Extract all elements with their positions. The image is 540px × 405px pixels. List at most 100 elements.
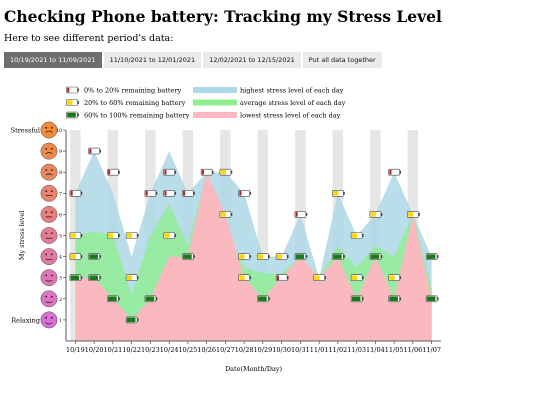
battery-fill	[426, 254, 436, 259]
legend-battery-mid	[66, 99, 79, 106]
sad-face-icon	[40, 163, 58, 181]
battery-marker-mid	[107, 232, 120, 239]
x-tick-label: 11/07	[422, 346, 441, 354]
tab-period-2[interactable]: 11/10/2021 to 12/01/2021	[103, 52, 202, 68]
y-tick-label: 8	[59, 170, 62, 176]
x-tick-label: 10/22	[122, 346, 141, 354]
neutral-face-icon	[40, 227, 58, 244]
x-tick-label: 10/21	[104, 346, 123, 354]
battery-marker-high	[125, 316, 139, 324]
battery-cap	[249, 191, 252, 195]
battery-marker-high	[425, 295, 439, 303]
tab-period-1[interactable]: 10/19/2021 to 11/09/2021	[4, 52, 102, 68]
battery-marker-low	[88, 147, 102, 155]
x-tick-label: 10/31	[291, 346, 310, 354]
y-tick-label: 3	[59, 276, 62, 282]
battery-fill	[89, 148, 92, 154]
battery-cap	[399, 170, 402, 174]
battery-cap	[99, 276, 102, 280]
slightly-happy-face-icon	[40, 269, 58, 287]
battery-fill	[70, 254, 76, 259]
battery-fill	[145, 296, 155, 302]
battery-marker-high	[257, 295, 270, 303]
battery-fill	[164, 233, 170, 238]
x-tick-label: 10/19	[66, 346, 85, 354]
battery-marker-mid	[219, 211, 233, 218]
lowest-stress-area	[75, 172, 432, 341]
x-tick-label: 11/04	[366, 346, 385, 354]
battery-marker-mid	[350, 232, 364, 239]
face-mouth	[45, 258, 53, 261]
y-tick-label: 5	[59, 234, 62, 240]
battery-fill	[67, 87, 70, 93]
battery-cap	[193, 191, 195, 195]
x-tick-label: 10/28	[235, 346, 254, 354]
battery-fill	[220, 212, 226, 217]
face-circle	[40, 227, 58, 244]
face-eye	[50, 126, 53, 129]
battery-fill	[67, 100, 73, 105]
battery-fill	[333, 191, 339, 196]
face-eye	[50, 211, 53, 214]
battery-marker-high	[388, 295, 402, 303]
y-tick-label: 9	[59, 149, 62, 155]
battery-marker-mid	[238, 253, 252, 260]
battery-marker-high	[69, 274, 83, 282]
battery-cap	[343, 191, 345, 195]
tab-period-3[interactable]: 12/02/2021 to 12/15/2021	[203, 52, 301, 68]
battery-marker-low	[388, 168, 402, 176]
battery-fill	[408, 212, 414, 217]
battery-marker-mid	[238, 274, 252, 282]
period-selector-caption: Here to see different period's data:	[4, 33, 174, 44]
battery-cap	[174, 191, 177, 195]
battery-fill	[108, 233, 114, 238]
battery-cap	[77, 113, 79, 117]
battery-cap	[287, 255, 289, 259]
battery-fill	[351, 296, 361, 302]
battery-fill	[183, 254, 192, 259]
face-circle	[40, 142, 58, 160]
y-axis-label: My stress level	[18, 211, 26, 261]
x-tick-label: 11/01	[310, 346, 329, 354]
face-circle	[40, 269, 58, 287]
battery-marker-high	[88, 274, 102, 282]
battery-marker-mid	[163, 232, 177, 239]
x-axis-label: Date(Month/Day)	[225, 365, 283, 373]
day-stripe	[257, 130, 269, 341]
battery-cap	[437, 255, 439, 259]
y-tick-label: 2	[59, 297, 62, 303]
tab-all-data[interactable]: Put all data together	[302, 52, 382, 68]
battery-fill	[220, 169, 226, 175]
face-circle	[40, 290, 58, 308]
face-circle	[40, 163, 58, 181]
battery-fill	[164, 169, 167, 175]
face-mouth	[45, 279, 53, 282]
slightly-sad-face-icon	[40, 184, 58, 202]
face-eye	[50, 232, 53, 235]
battery-cap	[324, 276, 327, 280]
face-circle	[40, 184, 58, 202]
battery-marker-low	[238, 190, 252, 197]
battery-marker-mid	[125, 274, 139, 282]
battery-cap	[99, 255, 102, 259]
battery-fill	[239, 191, 242, 196]
face-eye	[50, 190, 53, 193]
legend-label: 0% to 20% remaining battery	[84, 86, 181, 94]
battery-marker-high	[144, 295, 158, 303]
battery-fill	[258, 254, 264, 259]
battery-marker-low	[200, 168, 214, 176]
battery-marker-mid	[69, 232, 83, 239]
battery-fill	[108, 169, 111, 175]
battery-marker-high	[425, 253, 439, 260]
battery-cap	[268, 255, 270, 259]
face-eye	[45, 274, 48, 277]
face-mouth	[45, 152, 53, 155]
y-tick-label: 7	[59, 191, 62, 197]
battery-fill	[145, 191, 148, 196]
neutral-face-icon	[40, 205, 58, 223]
battery-marker-high	[107, 295, 120, 303]
battery-cap	[118, 234, 120, 237]
very-sad-face-icon	[40, 142, 58, 160]
battery-cap	[249, 255, 252, 259]
legend-swatch-average	[193, 99, 237, 106]
